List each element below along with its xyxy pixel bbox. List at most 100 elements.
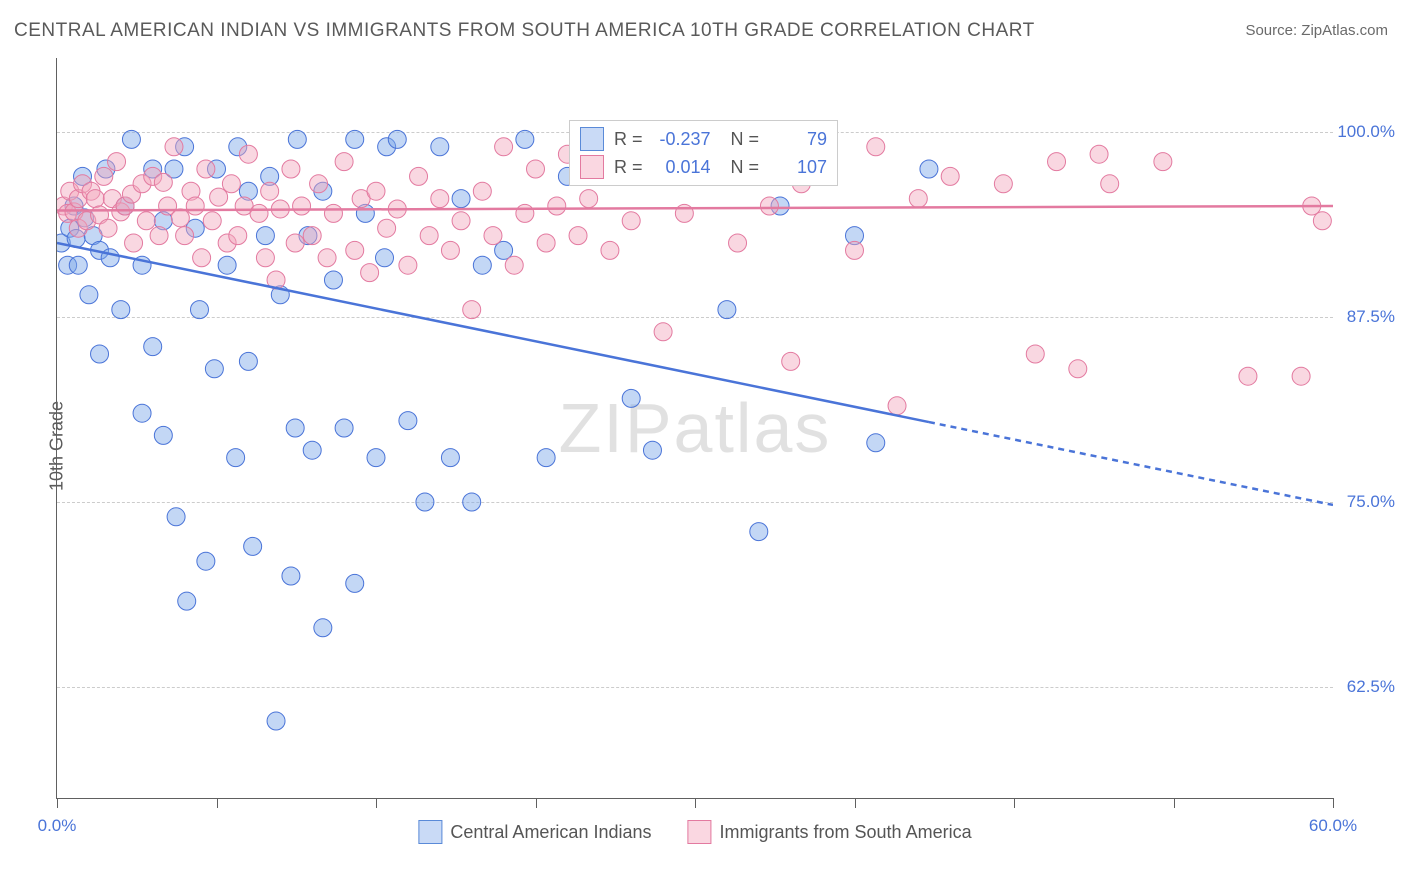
x-tick-label: 0.0% [38,816,77,836]
legend-correlation-box: R = -0.237 N = 79 R = 0.014 N = 107 [569,120,838,186]
scatter-point-pink [1313,212,1331,230]
x-tick [695,798,696,808]
x-tick [376,798,377,808]
swatch-blue-icon [418,820,442,844]
scatter-point-blue [303,441,321,459]
scatter-point-pink [256,249,274,267]
scatter-point-blue [80,286,98,304]
x-tick [1333,798,1334,808]
scatter-point-blue [112,301,130,319]
scatter-point-pink [261,182,279,200]
scatter-point-blue [314,619,332,637]
x-tick [536,798,537,808]
scatter-point-blue [282,567,300,585]
legend-item-pink: Immigrants from South America [688,820,972,844]
n-value-blue: 79 [769,129,827,150]
scatter-point-pink [1069,360,1087,378]
scatter-point-pink [222,175,240,193]
scatter-point-pink [484,227,502,245]
scatter-point-pink [378,219,396,237]
scatter-point-pink [95,167,113,185]
scatter-point-pink [473,182,491,200]
scatter-point-pink [495,138,513,156]
x-tick [855,798,856,808]
scatter-point-pink [463,301,481,319]
legend-row-pink: R = 0.014 N = 107 [580,153,827,181]
scatter-point-pink [548,197,566,215]
scatter-point-blue [346,130,364,148]
legend-label-blue: Central American Indians [450,822,651,843]
scatter-point-blue [537,449,555,467]
scatter-point-pink [239,145,257,163]
scatter-point-blue [495,241,513,259]
scatter-point-pink [361,264,379,282]
x-tick [1014,798,1015,808]
scatter-point-pink [888,397,906,415]
scatter-point-blue [190,301,208,319]
scatter-point-blue [91,345,109,363]
scatter-point-pink [1048,153,1066,171]
scatter-point-blue [376,249,394,267]
scatter-point-pink [108,153,126,171]
scatter-point-blue [144,338,162,356]
scatter-point-pink [537,234,555,252]
r-value-pink: 0.014 [653,157,711,178]
x-tick-label: 60.0% [1309,816,1357,836]
swatch-blue-icon [580,127,604,151]
scatter-point-blue [239,352,257,370]
r-value-blue: -0.237 [653,129,711,150]
n-value-pink: 107 [769,157,827,178]
n-label: N = [731,157,760,178]
scatter-point-pink [994,175,1012,193]
scatter-point-blue [718,301,736,319]
scatter-point-pink [171,209,189,227]
scatter-point-pink [1292,367,1310,385]
scatter-point-pink [601,241,619,259]
scatter-point-pink [1026,345,1044,363]
scatter-point-blue [244,537,262,555]
scatter-point-pink [335,153,353,171]
n-label: N = [731,129,760,150]
scatter-point-blue [622,389,640,407]
scatter-point-blue [178,592,196,610]
scatter-point-blue [399,412,417,430]
scatter-point-pink [452,212,470,230]
scatter-point-pink [165,138,183,156]
x-tick [1174,798,1175,808]
legend-bottom: Central American Indians Immigrants from… [418,820,971,844]
scatter-point-pink [580,190,598,208]
scatter-point-pink [154,173,172,191]
scatter-point-pink [282,160,300,178]
scatter-point-blue [335,419,353,437]
scatter-point-blue [133,404,151,422]
scatter-point-blue [69,256,87,274]
scatter-point-pink [99,219,117,237]
scatter-point-blue [154,426,172,444]
scatter-point-pink [760,197,778,215]
scatter-point-pink [410,167,428,185]
scatter-point-pink [399,256,417,274]
scatter-point-pink [286,234,304,252]
chart-plot-area: ZIPatlas R = -0.237 N = 79 R = 0.014 N =… [56,58,1333,799]
regression-line-blue [57,243,929,422]
scatter-point-blue [167,508,185,526]
scatter-point-blue [473,256,491,274]
scatter-point-blue [431,138,449,156]
scatter-point-pink [1101,175,1119,193]
y-tick-label: 75.0% [1347,492,1395,512]
scatter-point-pink [622,212,640,230]
scatter-point-blue [416,493,434,511]
scatter-point-blue [205,360,223,378]
scatter-point-pink [1090,145,1108,163]
scatter-point-pink [867,138,885,156]
scatter-point-pink [303,227,321,245]
scatter-point-pink [527,160,545,178]
scatter-point-pink [229,227,247,245]
scatter-point-pink [310,175,328,193]
scatter-point-blue [346,574,364,592]
legend-item-blue: Central American Indians [418,820,651,844]
scatter-point-blue [218,256,236,274]
scatter-point-pink [125,234,143,252]
scatter-point-pink [505,256,523,274]
scatter-point-pink [367,182,385,200]
